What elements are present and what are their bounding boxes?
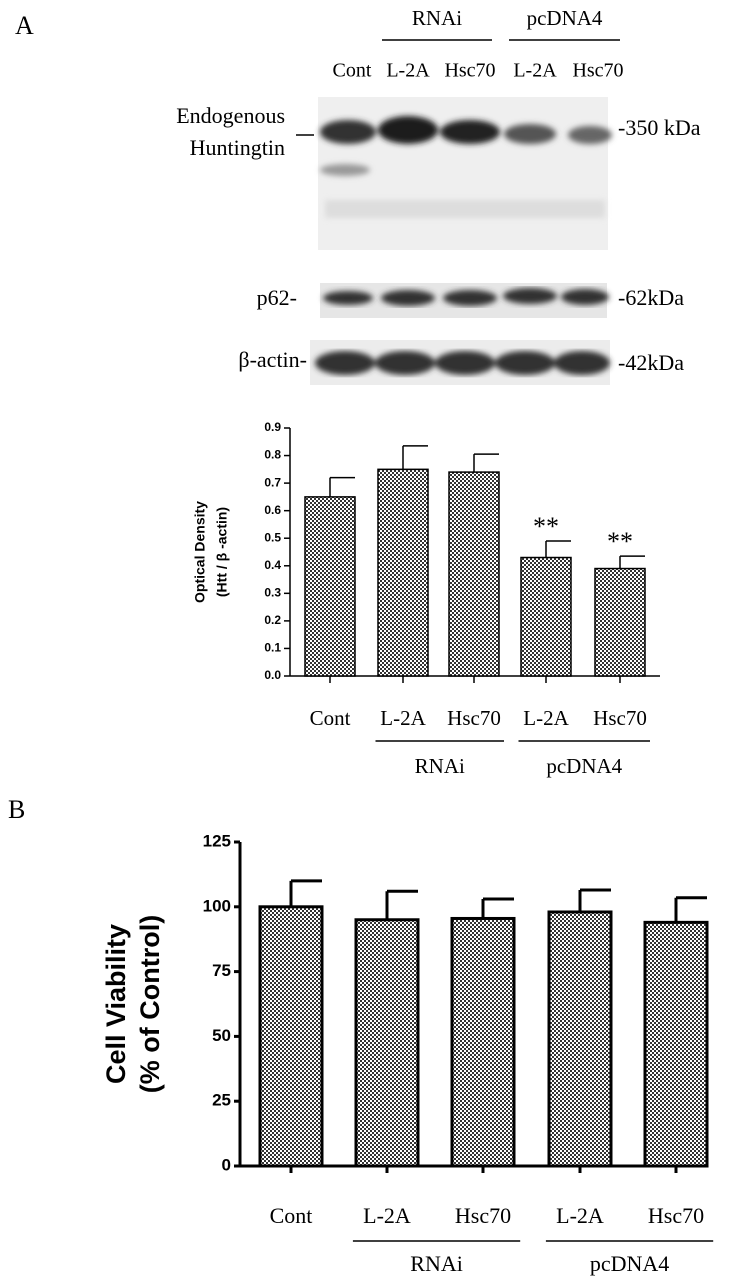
size-marker: -42kDa [618,350,684,375]
bar [520,556,572,677]
y-tick-label: 0.9 [264,420,281,434]
row-label: Huntingtin [190,135,285,160]
group-label: pcDNA4 [590,1251,669,1276]
x-tick-label: L-2A [380,706,426,730]
error-bar [473,453,499,473]
x-tick-label: Cont [310,706,351,730]
x-tick-label: L-2A [523,706,569,730]
bar [547,910,613,1168]
x-tick-label: Hsc70 [455,1203,511,1228]
error-bar [619,555,645,569]
panel-label: B [8,795,25,824]
error-bar [545,540,571,558]
bar [258,905,324,1168]
y-tick-label: 0.2 [264,613,281,627]
error-bar [481,897,514,919]
y-tick-label: 0.7 [264,475,281,489]
y-tick-label: 0.4 [264,558,281,572]
row-label: p62- [257,285,297,310]
y-tick-label: 0.6 [264,503,281,517]
lane-label: Hsc70 [572,60,623,82]
row-label: β-actin- [238,347,307,372]
y-axis-label: (% of Control) [135,915,165,1093]
bar [377,468,429,677]
group-label: RNAi [415,754,465,778]
bar [594,567,646,677]
x-tick-label: L-2A [556,1203,604,1228]
y-tick-label: 0.3 [264,586,281,600]
y-tick-label: 0 [222,1155,231,1174]
y-tick-label: 25 [212,1091,231,1110]
y-axis-label: (Htt / β -actin) [214,507,230,597]
group-label: RNAi [410,1251,463,1276]
lane-label: L-2A [386,60,430,82]
group-label: pcDNA4 [546,754,622,778]
bar [643,920,709,1168]
y-tick-label: 75 [212,961,231,980]
group-label: RNAi [412,6,462,30]
y-tick-label: 100 [203,896,231,915]
row-label: Endogenous [176,103,285,128]
error-bar [289,879,322,907]
size-marker: -350 kDa [618,115,701,140]
lane-label: Hsc70 [444,60,495,82]
size-marker: -62kDa [618,285,684,310]
y-tick-label: 0.0 [264,668,281,682]
error-bar [578,888,611,912]
blot-image [296,97,612,385]
panel-label: A [15,11,34,40]
error-bar [385,889,418,920]
significance-label: ** [607,527,633,556]
error-bar [329,476,355,497]
x-tick-label: Hsc70 [648,1203,704,1228]
lane-label: L-2A [513,60,557,82]
error-bar [402,445,428,470]
x-tick-label: Hsc70 [593,706,647,730]
x-tick-label: Cont [270,1203,313,1228]
lane-label: Cont [333,60,372,82]
bar [448,471,500,677]
y-tick-label: 0.5 [264,530,281,544]
bar [354,918,420,1168]
y-tick-label: 0.8 [264,448,281,462]
group-label: pcDNA4 [527,6,603,30]
bar [450,916,516,1168]
significance-label: ** [533,512,559,541]
bar [304,496,356,677]
y-axis-label: Cell Viability [101,924,131,1084]
y-tick-label: 50 [212,1026,231,1045]
y-tick-label: 0.1 [264,641,281,655]
x-tick-label: Hsc70 [447,706,501,730]
y-tick-label: 125 [203,831,231,850]
x-tick-label: L-2A [363,1203,411,1228]
y-axis-label: Optical Density [192,501,208,603]
error-bar [674,896,707,923]
